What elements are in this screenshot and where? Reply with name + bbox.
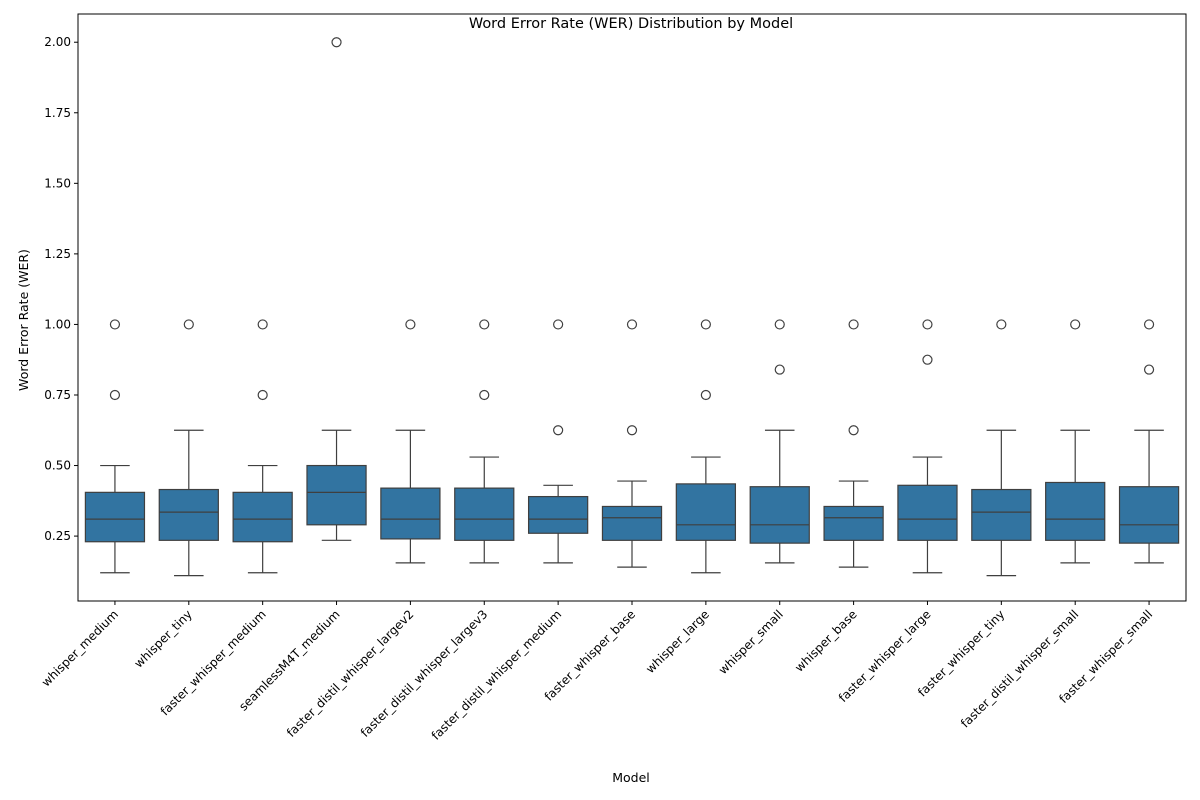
outlier-point [848, 425, 859, 436]
box-iqr [158, 488, 219, 541]
x-tick-label: faster_distil_whisper_small [958, 607, 1081, 730]
box-iqr [601, 505, 663, 541]
y-tick-label: 0.50 [44, 459, 71, 473]
outlier-point [700, 319, 711, 330]
outlier-point [848, 319, 859, 330]
y-tick-label: 1.25 [44, 247, 71, 261]
x-tick-label: whisper_large [643, 607, 712, 676]
box-iqr [454, 487, 515, 541]
x-tick-label: whisper_small [716, 607, 786, 677]
outlier-point [257, 319, 268, 330]
y-tick-label: 1.50 [44, 176, 71, 190]
plot-frame [77, 13, 1187, 602]
box-iqr [897, 484, 958, 541]
outlier-point [479, 319, 490, 330]
box-iqr [1118, 486, 1180, 544]
box-iqr [675, 483, 737, 541]
box-iqr [84, 491, 146, 543]
outlier-point [774, 319, 785, 330]
outlier-point [479, 389, 490, 401]
x-tick-label: whisper_tiny [132, 607, 195, 670]
outlier-point [700, 389, 711, 401]
outlier-point [626, 319, 638, 330]
outlier-point [1143, 319, 1155, 330]
box-iqr [306, 464, 367, 526]
outlier-point [331, 37, 342, 48]
box-iqr [232, 491, 293, 543]
outlier-point [109, 319, 121, 330]
x-tick-label: whisper_base [792, 607, 860, 675]
y-tick-label: 2.00 [44, 35, 71, 49]
box-iqr [823, 505, 884, 541]
chart-title: Word Error Rate (WER) Distribution by Mo… [469, 16, 793, 32]
outlier-point [774, 364, 785, 375]
outlier-point [1143, 364, 1155, 375]
outlier-point [626, 425, 638, 436]
box-iqr [527, 495, 589, 534]
x-tick-label: faster_distil_whisper_largev2 [284, 607, 417, 740]
outlier-point [922, 319, 933, 330]
outlier-point [257, 389, 268, 401]
y-tick-label: 1.75 [44, 106, 71, 120]
outlier-point [553, 319, 564, 330]
box-iqr [1045, 481, 1106, 541]
x-tick-label: faster_distil_whisper_medium [429, 607, 565, 743]
y-tick-label: 1.00 [44, 317, 71, 331]
plot-area: 0.25 0.50 0.75 1.00 1.25 1.50 1.75 2.00 whisper_… [39, 35, 1180, 743]
box-iqr [971, 488, 1032, 541]
x-tick-label: faster_distil_whisper_largev3 [358, 607, 491, 740]
outlier-point [1070, 319, 1081, 330]
box-iqr [749, 486, 810, 544]
outlier-point [553, 425, 564, 436]
box-iqr [380, 487, 441, 540]
x-tick-label: whisper_medium [39, 607, 121, 689]
outlier-point [405, 319, 416, 330]
y-axis-label: Word Error Rate (WER) [16, 249, 31, 391]
y-tick-label: 0.25 [44, 529, 71, 543]
outlier-point [183, 319, 194, 330]
outlier-point [109, 389, 121, 401]
x-axis-label: Model [612, 770, 650, 785]
outlier-point [922, 354, 933, 365]
outlier-point [996, 319, 1007, 330]
y-tick-label: 0.75 [44, 388, 71, 402]
